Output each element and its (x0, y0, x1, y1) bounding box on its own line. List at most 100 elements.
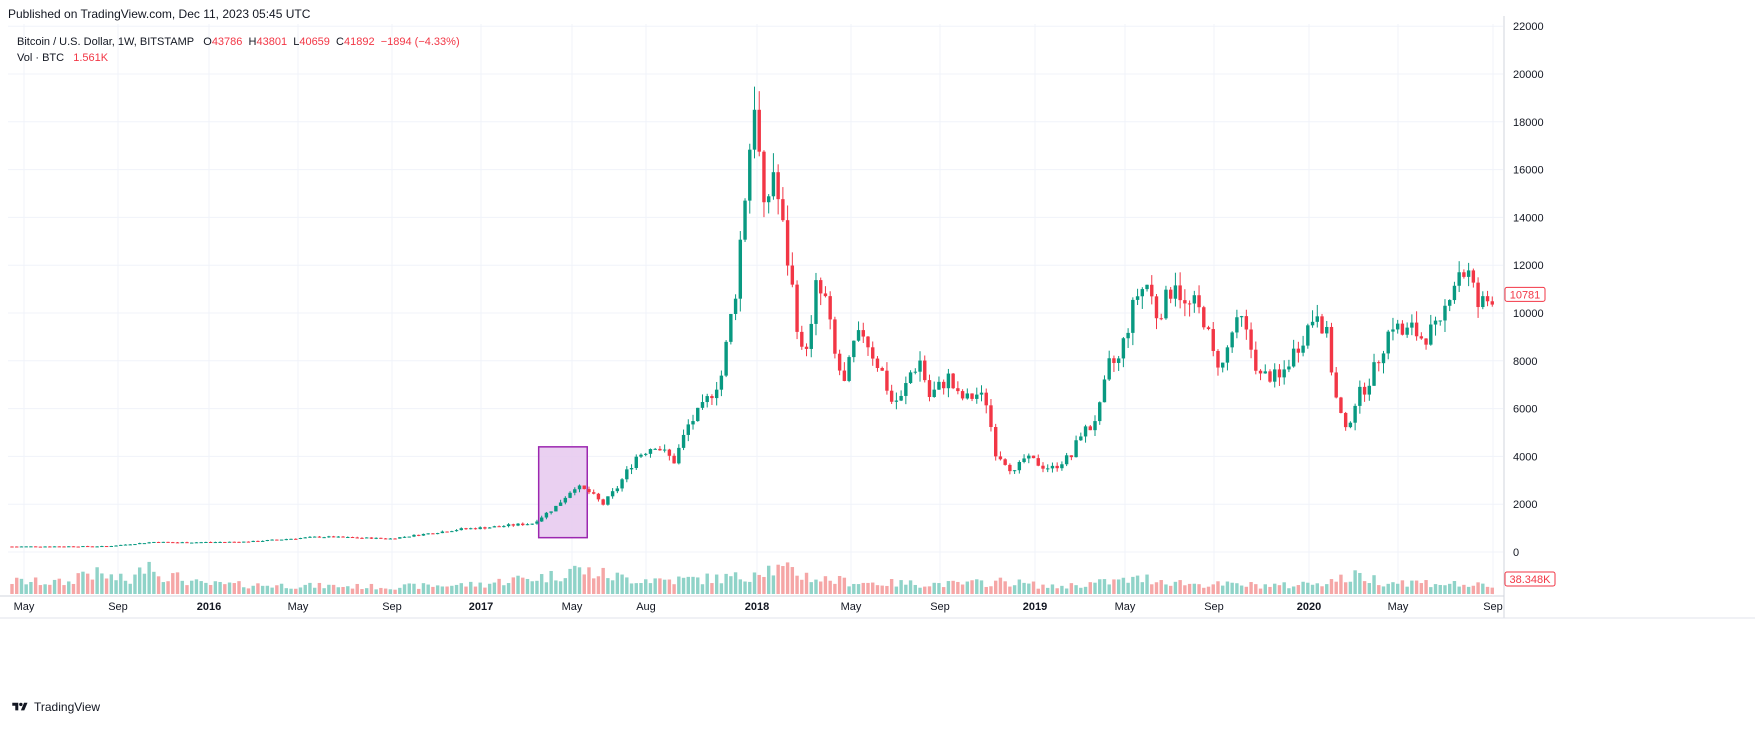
volume-bar (171, 573, 175, 594)
symbol-name[interactable]: Bitcoin / U.S. Dollar, 1W, BITSTAMP (17, 36, 195, 48)
volume-bar (1301, 581, 1305, 594)
candle-body (601, 499, 605, 505)
volume-bar (525, 578, 530, 594)
footer-brand[interactable]: TradingView (10, 700, 100, 714)
volume-bar (781, 566, 785, 594)
candle-body (927, 380, 932, 397)
volume-bar (374, 589, 378, 594)
candle-body (823, 293, 828, 297)
volume-bar (303, 584, 307, 594)
candle-body (563, 497, 568, 503)
candle-body (1325, 326, 1329, 334)
candle-body (762, 151, 766, 203)
volume-bar (312, 587, 317, 594)
candle-body (596, 493, 601, 500)
candle-body (814, 280, 818, 324)
candle-body (648, 449, 653, 454)
volume-bar (1367, 583, 1372, 594)
volume-bar (899, 580, 903, 594)
candle-body (842, 370, 847, 381)
volume-bar (256, 583, 260, 594)
volume-bar (1235, 583, 1239, 594)
volume-bar (1471, 585, 1476, 594)
volume-bar (166, 581, 170, 594)
volume-bar (1287, 588, 1291, 594)
candle-body (1301, 345, 1305, 353)
candle-body (1135, 296, 1140, 300)
candle-body (700, 402, 705, 408)
candle-body (1093, 421, 1097, 431)
candle-body (298, 537, 303, 539)
candle-body (960, 391, 965, 399)
candle-body (724, 341, 728, 376)
candle-body (1154, 296, 1159, 319)
volume-bar (918, 587, 922, 594)
candle-body (1249, 329, 1253, 350)
candle-body (336, 536, 341, 538)
volume-bar (889, 579, 894, 594)
candle-body (544, 512, 549, 518)
y-tick-label: 12000 (1513, 260, 1544, 272)
volume-bar (993, 580, 998, 594)
candle-body (469, 528, 473, 530)
y-tick-label: 14000 (1513, 212, 1544, 224)
volume-bar (771, 575, 776, 594)
candle-body (265, 540, 270, 542)
candle-body (194, 542, 199, 544)
y-tick-label: 8000 (1513, 356, 1537, 368)
candle-body (185, 542, 189, 544)
candle-body (1481, 296, 1485, 308)
candle-body (52, 546, 57, 548)
volume-label[interactable]: Vol · BTC (17, 52, 65, 64)
candle-body (871, 347, 875, 359)
candle-body (1419, 336, 1424, 339)
candle-body (1410, 322, 1414, 328)
candle-body (48, 546, 52, 548)
x-tick-label: Sep (1204, 601, 1224, 613)
candle-body (833, 319, 837, 354)
candle-body (1367, 385, 1372, 395)
candle-body (1216, 350, 1220, 368)
y-tick-label: 4000 (1513, 451, 1537, 463)
volume-bar (700, 584, 705, 594)
volume-bar (208, 584, 213, 594)
volume-bar (766, 565, 771, 594)
candle-body (137, 543, 142, 545)
candle-body (1140, 289, 1145, 297)
volume-bar (1462, 584, 1466, 594)
candle-body (965, 393, 970, 399)
volume-bar (33, 577, 38, 594)
x-tick-label: Sep (108, 601, 128, 613)
volume-bar (1291, 586, 1296, 594)
volume-bar (1325, 584, 1329, 594)
volume-bar (620, 574, 624, 594)
volume-bar (539, 574, 544, 594)
candle-body (62, 546, 66, 548)
candle-body (1273, 369, 1277, 382)
volume-bar (270, 587, 274, 594)
candle-body (1102, 379, 1107, 403)
candle-body (10, 546, 14, 548)
volume-bar (809, 582, 813, 594)
volume-bar (360, 589, 364, 594)
volume-bar (388, 589, 393, 594)
candle-body (592, 492, 596, 494)
candle-body (1150, 284, 1154, 297)
volume-bar (180, 580, 184, 594)
candle-body (256, 540, 260, 542)
volume-bar (1343, 582, 1348, 594)
volume-bar (431, 586, 435, 594)
candle-body (1329, 326, 1334, 373)
volume-bar (48, 584, 52, 594)
volume-bar (355, 583, 359, 594)
candle-body (317, 536, 322, 538)
x-tick-label: Aug (636, 601, 656, 613)
candle-body (719, 375, 724, 390)
candle-body (1206, 327, 1211, 330)
candle-body (1064, 455, 1069, 465)
volume-bar (445, 586, 449, 594)
candle-body (218, 541, 222, 543)
volume-bar (62, 585, 66, 594)
candle-body (1164, 289, 1168, 319)
